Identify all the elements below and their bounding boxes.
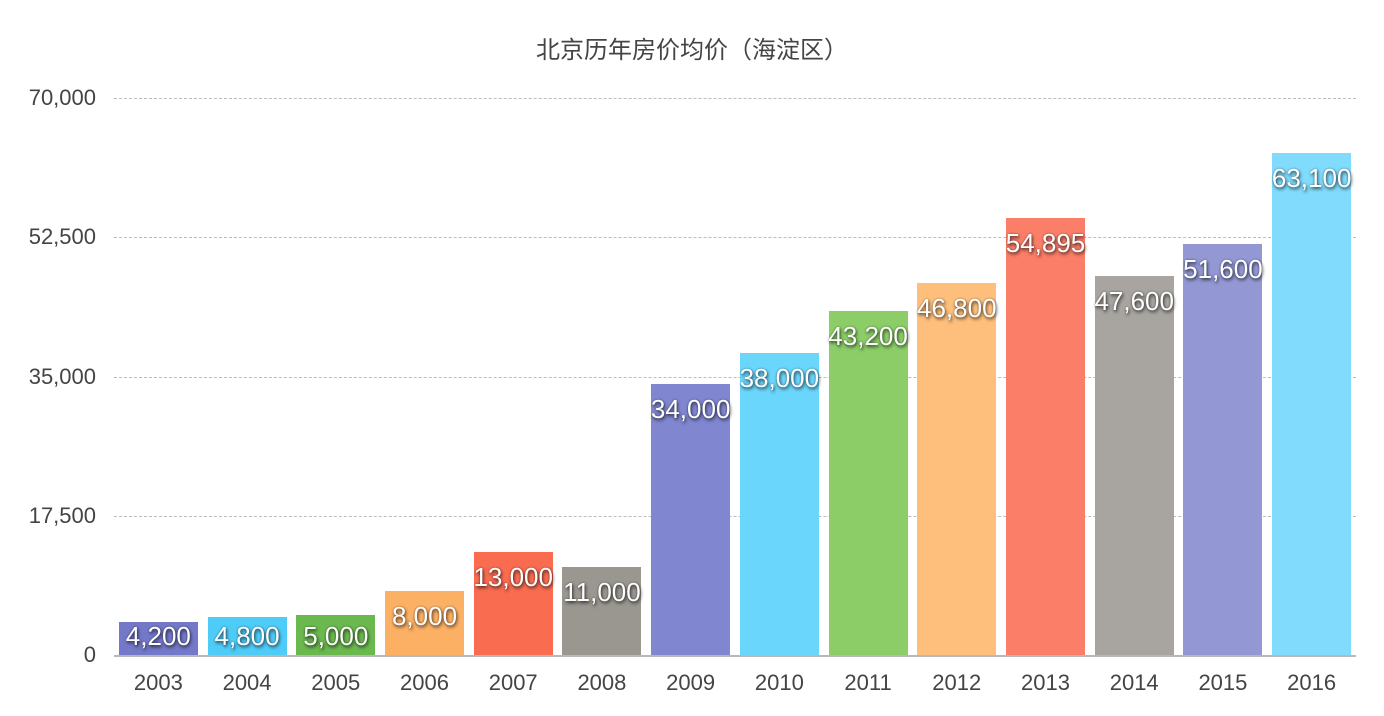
y-tick-label: 52,500 — [28, 224, 96, 250]
gridline — [114, 515, 1356, 517]
x-tick-label: 2009 — [666, 670, 716, 695]
x-tick-label: 2014 — [1109, 670, 1159, 695]
bar-2016[interactable]: 63,100 — [1271, 152, 1352, 655]
bar-value-label: 4,800 — [214, 621, 280, 651]
bar-2010[interactable]: 38,000 — [739, 352, 820, 655]
bar-value-label: 5,000 — [303, 621, 369, 651]
bar-2005[interactable]: 5,000 — [296, 615, 376, 655]
x-tick-label: 2008 — [577, 670, 627, 695]
x-tick-label: 2007 — [488, 670, 538, 695]
bar-2014[interactable]: 47,600 — [1094, 276, 1174, 655]
x-tick-label: 2011 — [844, 670, 892, 695]
x-tick-label: 2003 — [133, 670, 183, 695]
bar-2008[interactable]: 11,000 — [562, 567, 642, 655]
y-tick-label: 17,500 — [28, 502, 96, 528]
bar-value-label: 11,000 — [563, 577, 641, 608]
bar-value-label: 4,200 — [125, 621, 191, 652]
x-tick-label: 2004 — [222, 670, 272, 695]
bar-2004[interactable]: 4,800 — [207, 616, 287, 655]
bar-value-label: 46,800 — [917, 292, 997, 323]
x-tick-label: 2006 — [400, 670, 449, 695]
x-tick-label: 2015 — [1198, 670, 1248, 695]
x-tick-label: 2013 — [1021, 670, 1070, 695]
gridline — [114, 237, 1356, 239]
y-tick-label: 70,000 — [28, 85, 96, 110]
bar-value-label: 8,000 — [391, 601, 458, 632]
x-tick-label: 2010 — [754, 670, 804, 695]
bar-value-label: 43,200 — [828, 321, 908, 352]
bar-2007[interactable]: 13,000 — [473, 551, 553, 655]
bar-value-label: 13,000 — [473, 561, 553, 592]
bar-value-label: 63,100 — [1271, 162, 1352, 193]
x-tick-label: 2005 — [311, 670, 361, 695]
bar-2013[interactable]: 54,895 — [1006, 218, 1085, 655]
bar-value-label: 51,600 — [1183, 254, 1263, 285]
plot-area: 4,200 4,800 5,000 8,000 13,000 11,000 34,000 38… — [114, 98, 1356, 657]
bar-2003[interactable]: 4,200 — [118, 621, 198, 655]
bar-value-label: 38,000 — [739, 362, 820, 393]
x-axis-line — [114, 655, 1356, 657]
bar-value-label: 34,000 — [650, 394, 731, 425]
chart-title: 北京历年房价均价（海淀区） — [536, 36, 848, 64]
bar-value-label: 54,895 — [1005, 228, 1086, 259]
y-tick-label: 0 — [83, 642, 96, 667]
bar-value-label: 47,600 — [1094, 286, 1174, 317]
bar-2009[interactable]: 34,000 — [651, 384, 730, 655]
x-tick-label: 2016 — [1287, 670, 1337, 695]
x-tick-label: 2012 — [932, 670, 982, 695]
y-tick-label: 35,000 — [28, 363, 96, 389]
gridline — [114, 98, 1356, 99]
gridline — [114, 376, 1356, 378]
bar-2011[interactable]: 43,200 — [828, 311, 908, 655]
bar-2012[interactable]: 46,800 — [917, 282, 997, 655]
bar-2006[interactable]: 8,000 — [385, 591, 464, 655]
bar-2015[interactable]: 51,600 — [1183, 244, 1263, 655]
